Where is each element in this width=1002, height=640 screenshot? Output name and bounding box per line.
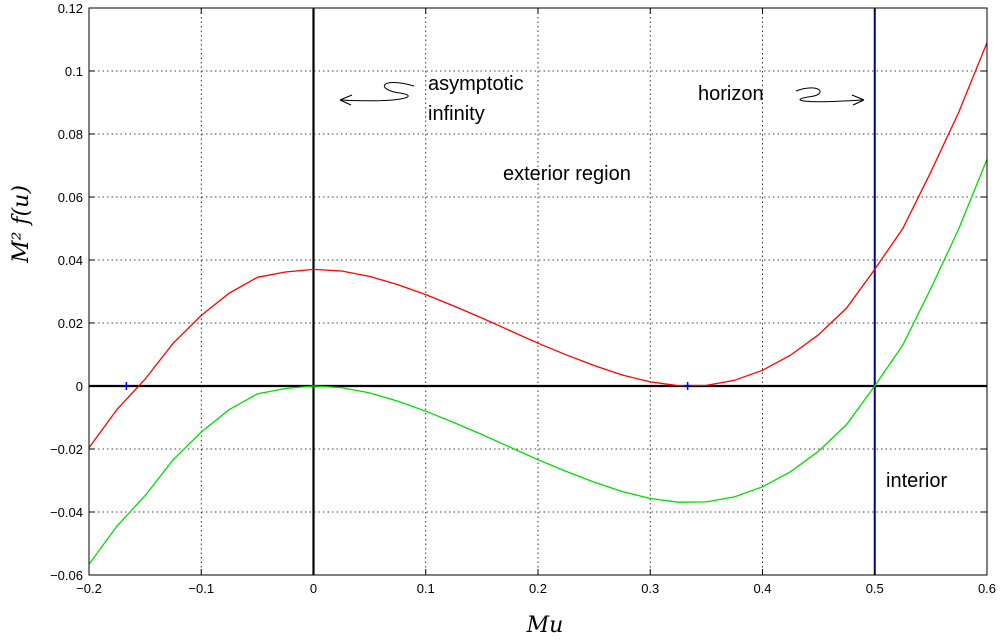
y-tick-label: 0.04 xyxy=(58,253,83,268)
grid xyxy=(89,8,987,575)
series-line-2 xyxy=(88,158,988,565)
reference-lines xyxy=(89,8,987,575)
annotation-asymptotic: asymptotic xyxy=(428,73,524,95)
root-marker xyxy=(122,382,131,390)
tick-layer: −0.2 −0.1 0 0.1 0.2 0.3 0.4 0.5 0.6 −0.06 −0.04 −0.… xyxy=(50,1,996,596)
x-tick-label: 0.1 xyxy=(417,581,435,596)
y-tick-label: −0.06 xyxy=(50,568,83,583)
y-axis-title: M² f(u) xyxy=(9,185,34,264)
y-tick-label: −0.02 xyxy=(50,442,83,457)
y-tick-label: 0.12 xyxy=(58,1,83,16)
marker-layer xyxy=(122,382,692,390)
x-tick-label: −0.1 xyxy=(188,581,214,596)
x-tick-label: 0.5 xyxy=(866,581,884,596)
asymptotic-arrowhead xyxy=(339,94,353,106)
annotation-infinity: infinity xyxy=(428,103,485,125)
y-tick-label: 0.02 xyxy=(58,316,83,331)
y-tick-label: 0.08 xyxy=(58,127,83,142)
annotation-horizon: horizon xyxy=(698,83,764,105)
x-tick-label: −0.2 xyxy=(76,581,102,596)
x-tick-label: 0.2 xyxy=(529,581,547,596)
y-tick-label: 0.06 xyxy=(58,190,83,205)
asymptotic-arrow xyxy=(339,82,415,102)
x-tick-label: 0.3 xyxy=(641,581,659,596)
y-tick-label: 0 xyxy=(76,379,83,394)
annotation-interior: interior xyxy=(886,470,947,492)
annotation-exterior-region: exterior region xyxy=(503,163,631,185)
root-marker xyxy=(683,382,692,390)
y-tick-label: 0.1 xyxy=(65,64,83,79)
horizon-arrowhead xyxy=(851,94,865,106)
x-tick-label: 0.6 xyxy=(978,581,996,596)
x-axis-title: Mu xyxy=(526,613,564,638)
series-line-1 xyxy=(88,42,988,449)
y-tick-label: −0.04 xyxy=(50,505,83,520)
x-tick-label: 0 xyxy=(310,581,317,596)
horizon-arrow xyxy=(795,87,863,103)
series-layer xyxy=(88,42,988,565)
x-tick-label: 0.4 xyxy=(753,581,771,596)
